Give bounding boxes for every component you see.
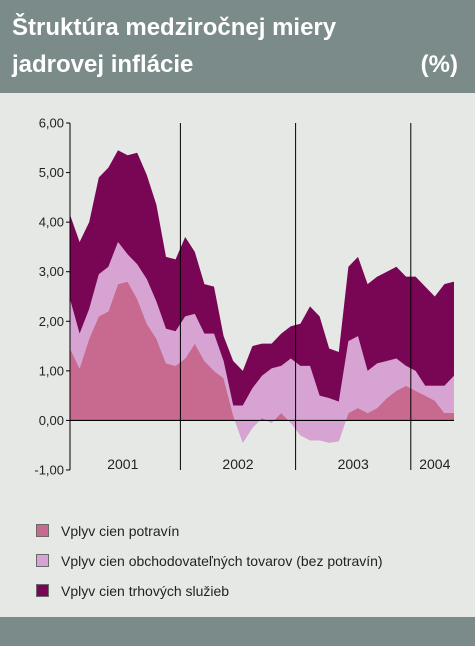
legend-swatch-potraviny — [36, 524, 49, 537]
chart-unit: (%) — [420, 51, 458, 78]
y-tick-label: 5,00 — [39, 165, 64, 180]
chart-plot: 6,00 5,00 4,00 3,00 2,00 1,00 0,00 -1,00 2001 200… — [34, 116, 454, 478]
x-tick-label: 2001 — [107, 456, 138, 472]
chart-header: Štruktúra medziročnej miery jadrovej inf… — [0, 0, 475, 93]
y-tick-label: 6,00 — [39, 116, 64, 131]
area-trhove-sluzby — [70, 150, 454, 406]
chart-title-line-2: jadrovej inflácie — [12, 51, 194, 78]
legend-label-potraviny: Vplyv cien potravín — [61, 523, 180, 539]
chart-footer-bar — [0, 617, 475, 646]
y-tick-label: 3,00 — [39, 264, 64, 279]
y-tick-label: 4,00 — [39, 215, 64, 230]
area-obchodovatelne-tovary — [70, 241, 454, 443]
y-tick-label: 2,00 — [39, 314, 64, 329]
y-tick-label: 0,00 — [39, 413, 64, 428]
area-potraviny — [70, 281, 454, 443]
x-tick-label: 2002 — [222, 456, 253, 472]
legend-label-trhove-sluzby: Vplyv cien trhových služieb — [61, 583, 230, 599]
y-tick-label: 1,00 — [39, 363, 64, 378]
legend-label-obchodovatelne-tovary: Vplyv cien obchodovateľných tovarov (bez… — [61, 553, 383, 569]
legend-swatch-obchodovatelne-tovary — [36, 554, 49, 567]
x-tick-label: 2004 — [419, 456, 450, 472]
chart-title-line-1: Štruktúra medziročnej miery — [12, 14, 337, 41]
legend-swatch-trhove-sluzby — [36, 584, 49, 597]
x-tick-label: 2003 — [338, 456, 369, 472]
y-tick-label: -1,00 — [34, 463, 64, 478]
